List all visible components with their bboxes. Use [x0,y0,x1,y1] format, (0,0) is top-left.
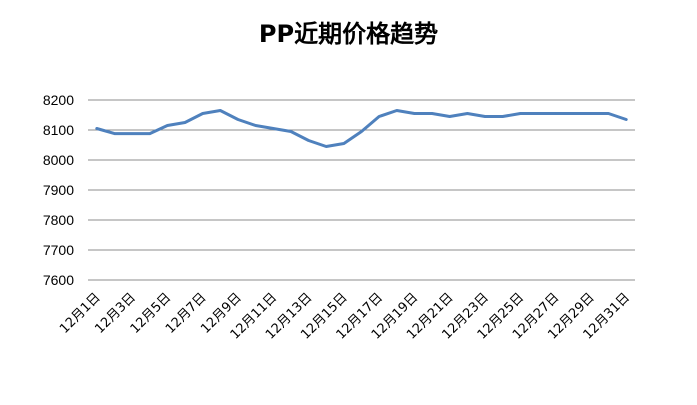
data-point [590,113,592,114]
y-tick-label: 8100 [43,122,74,138]
data-point [537,113,539,114]
data-point [378,116,380,117]
data-point [502,116,504,117]
y-tick-label: 8000 [43,152,74,168]
data-point [519,113,521,114]
data-point [255,125,257,126]
y-tick-label: 7700 [43,242,74,258]
data-point [396,110,398,111]
data-point [290,131,292,132]
data-point [343,143,345,144]
data-point [308,140,310,141]
y-tick-label: 7600 [43,272,74,288]
data-point [431,113,433,114]
data-point [555,113,557,114]
data-point [219,110,221,111]
data-point [449,116,451,117]
data-point [149,133,151,135]
y-tick-label: 8200 [43,92,74,108]
data-point [625,119,627,120]
data-point [166,125,168,126]
data-point [361,131,362,132]
data-point [113,133,115,135]
data-point [325,146,327,147]
data-point [272,128,274,129]
data-point [466,113,468,114]
data-point [413,113,415,114]
data-point [184,122,186,123]
data-point [237,119,239,120]
data-point [202,113,204,114]
data-point [131,133,133,135]
data-point [96,128,98,129]
chart-title: PP近期价格趋势 [258,20,439,48]
y-tick-label: 7800 [43,212,74,228]
series-line [95,109,628,148]
data-point [608,113,610,114]
data-point [484,116,486,117]
data-point [572,113,574,114]
y-tick-label: 7900 [43,182,74,198]
